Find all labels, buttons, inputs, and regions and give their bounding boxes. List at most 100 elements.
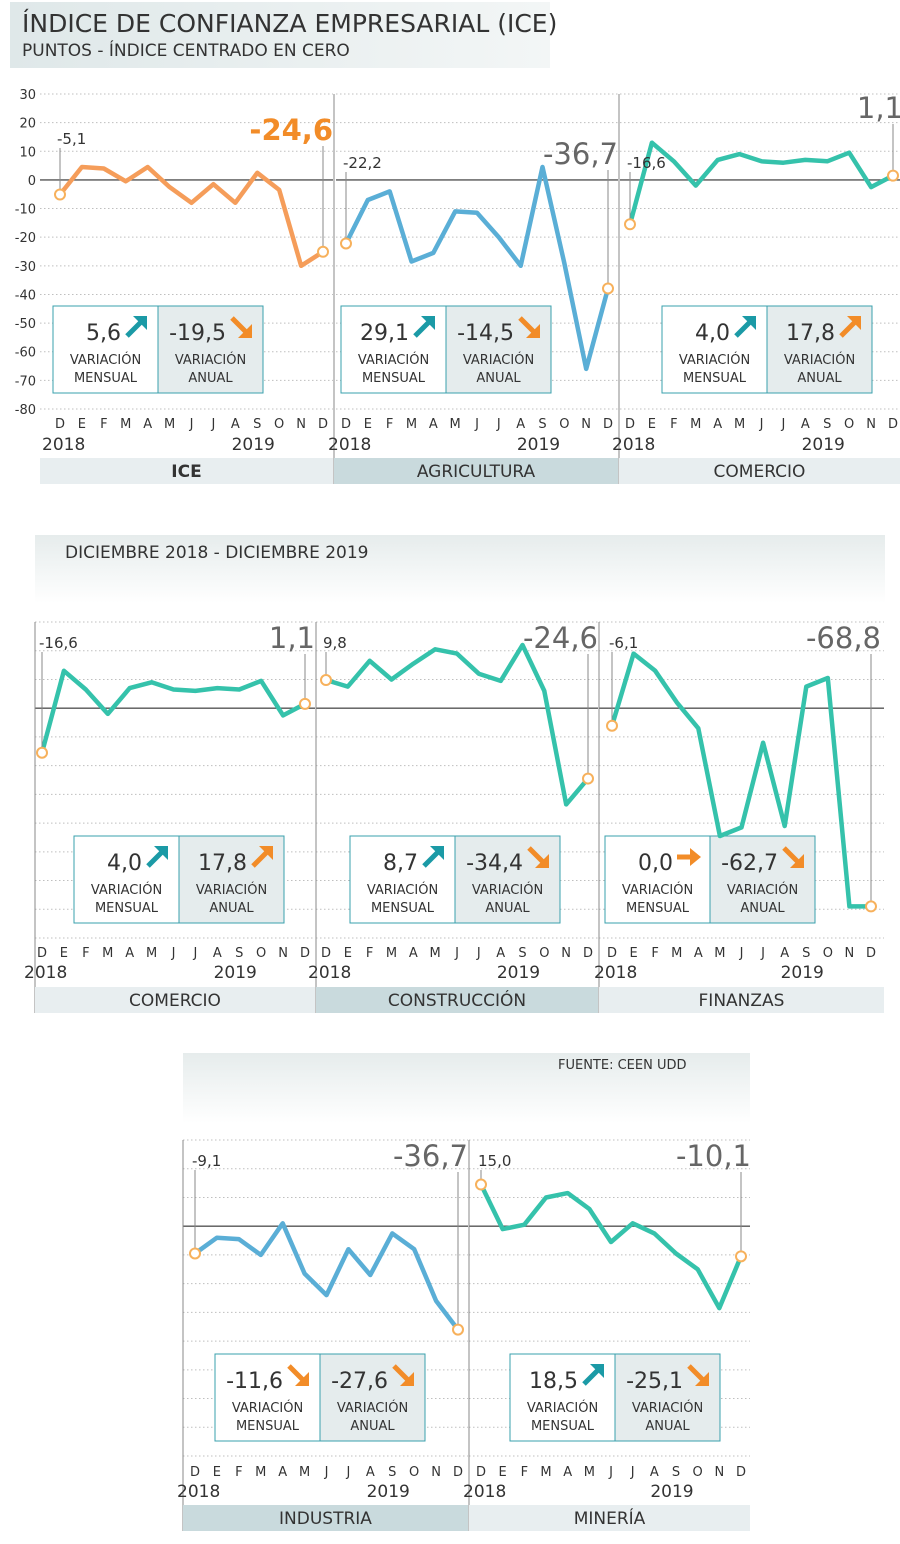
chart-panel-2: 4,0 VARIACIÓN MENSUAL 17,8 VARIACIÓN ANUAL -16… bbox=[612, 91, 900, 484]
end-marker bbox=[865, 900, 877, 913]
monthly-variation-value: 5,6 bbox=[86, 321, 121, 346]
annual-variation-label: VARIACIÓN bbox=[784, 352, 855, 368]
month-tick-label: D bbox=[55, 417, 65, 432]
month-tick-label: N bbox=[431, 1465, 441, 1480]
y-tick-label: -40 bbox=[15, 288, 36, 303]
period-label: DICIEMBRE 2018 - DICIEMBRE 2019 bbox=[65, 543, 369, 563]
month-tick-label: M bbox=[120, 417, 131, 432]
month-tick-label: O bbox=[256, 946, 266, 961]
start-marker bbox=[320, 674, 332, 687]
arrow-shaft bbox=[782, 846, 801, 865]
month-tick-label: E bbox=[60, 946, 68, 961]
month-tick-label: O bbox=[274, 417, 284, 432]
annual-variation-label: VARIACIÓN bbox=[463, 352, 534, 368]
month-tick-label: M bbox=[690, 417, 701, 432]
monthly-variation-arrow-icon bbox=[125, 316, 147, 338]
month-tick-label: E bbox=[78, 417, 86, 432]
year-end-label: 2019 bbox=[517, 435, 560, 455]
monthly-variation-value: -11,6 bbox=[226, 1369, 283, 1394]
annual-variation-arrow-icon bbox=[251, 846, 273, 868]
month-tick-label: A bbox=[563, 1465, 572, 1480]
start-marker bbox=[340, 237, 352, 250]
arrow-shaft bbox=[734, 319, 753, 338]
annual-variation-box bbox=[445, 305, 552, 394]
arrow-head bbox=[535, 854, 549, 868]
header-background bbox=[10, 2, 550, 68]
annual-variation-arrow-icon bbox=[687, 1364, 709, 1386]
monthly-variation-label: MENSUAL bbox=[74, 371, 138, 386]
month-tick-label: O bbox=[539, 946, 549, 961]
month-tick-label: A bbox=[650, 1465, 659, 1480]
y-tick-label: 0 bbox=[28, 174, 36, 189]
annual-variation-arrow-icon bbox=[518, 316, 540, 338]
month-tick-label: S bbox=[672, 1465, 680, 1480]
month-tick-label: E bbox=[364, 417, 372, 432]
arrow-head bbox=[690, 848, 701, 866]
month-tick-label: D bbox=[625, 417, 635, 432]
month-tick-label: S bbox=[538, 417, 546, 432]
month-tick-label: N bbox=[296, 417, 306, 432]
annual-variation-value: -62,7 bbox=[721, 851, 778, 876]
month-tick-label: O bbox=[559, 417, 569, 432]
month-tick-label: F bbox=[651, 946, 658, 961]
category-bar bbox=[469, 1505, 750, 1531]
category-label: MINERÍA bbox=[574, 1507, 646, 1529]
month-tick-label: S bbox=[802, 946, 810, 961]
month-tick-label: M bbox=[164, 417, 175, 432]
y-tick-label: 20 bbox=[19, 117, 36, 132]
end-value-label: -24,6 bbox=[523, 621, 598, 655]
month-tick-label: A bbox=[713, 417, 722, 432]
month-tick-label: J bbox=[171, 946, 176, 961]
month-tick-label: M bbox=[386, 946, 397, 961]
series-line-comercio bbox=[39, 668, 308, 755]
y-tick-label: -30 bbox=[15, 260, 36, 275]
arrow-shaft bbox=[422, 849, 441, 868]
year-start-label: 2018 bbox=[328, 435, 371, 455]
annual-variation-label: VARIACIÓN bbox=[472, 882, 543, 898]
annual-variation-label: VARIACIÓN bbox=[632, 1400, 703, 1416]
monthly-variation-arrow-icon bbox=[146, 846, 168, 868]
category-bar bbox=[316, 987, 598, 1013]
annual-variation-box bbox=[319, 1353, 426, 1442]
month-tick-label: F bbox=[366, 946, 373, 961]
month-tick-label: D bbox=[476, 1465, 486, 1480]
chart-panel-6: -11,6 VARIACIÓN MENSUAL -27,6 VARIACIÓN ANUAL… bbox=[177, 1139, 468, 1531]
monthly-variation-arrow-icon bbox=[582, 1364, 604, 1386]
month-tick-label: N bbox=[581, 417, 591, 432]
month-tick-label: F bbox=[82, 946, 89, 961]
year-start-label: 2018 bbox=[308, 963, 351, 983]
annual-variation-label: VARIACIÓN bbox=[337, 1400, 408, 1416]
month-tick-label: M bbox=[102, 946, 113, 961]
monthly-variation-label: MENSUAL bbox=[531, 1419, 595, 1434]
month-tick-label: A bbox=[213, 946, 222, 961]
monthly-variation-arrow-icon bbox=[287, 1364, 309, 1386]
annual-variation-label: ANUAL bbox=[476, 371, 521, 386]
month-tick-label: S bbox=[388, 1465, 396, 1480]
year-end-label: 2019 bbox=[802, 435, 845, 455]
chart-panel-7: 18,5 VARIACIÓN MENSUAL -25,1 VARIACIÓN ANUAL 1… bbox=[463, 1139, 751, 1531]
monthly-variation-value: 4,0 bbox=[107, 851, 142, 876]
y-axis: 30 20 10 0 -10 -20 -30 -40 -50 -60 -70 -80 bbox=[15, 88, 36, 418]
month-tick-label: E bbox=[499, 1465, 507, 1480]
category-label: AGRICULTURA bbox=[417, 462, 536, 482]
y-tick-label: -70 bbox=[15, 374, 36, 389]
monthly-variation-label: VARIACIÓN bbox=[367, 882, 438, 898]
arrow-shaft bbox=[125, 319, 144, 338]
annual-variation-box bbox=[157, 305, 264, 394]
monthly-variation-box bbox=[214, 1353, 321, 1442]
series-line-finanzas bbox=[609, 651, 874, 909]
month-tick-label: A bbox=[780, 946, 789, 961]
month-tick-label: J bbox=[760, 946, 765, 961]
month-tick-label: J bbox=[780, 417, 785, 432]
annual-variation-label: ANUAL bbox=[645, 1419, 690, 1434]
start-marker bbox=[606, 719, 618, 732]
month-tick-label: J bbox=[192, 946, 197, 961]
monthly-variation-label: MENSUAL bbox=[371, 901, 435, 916]
arrow-shaft bbox=[251, 849, 270, 868]
month-tick-label: J bbox=[474, 417, 479, 432]
end-marker bbox=[317, 245, 329, 258]
monthly-variation-arrow-icon bbox=[734, 316, 756, 338]
month-tick-label: A bbox=[801, 417, 810, 432]
category-label: INDUSTRIA bbox=[279, 1509, 372, 1529]
